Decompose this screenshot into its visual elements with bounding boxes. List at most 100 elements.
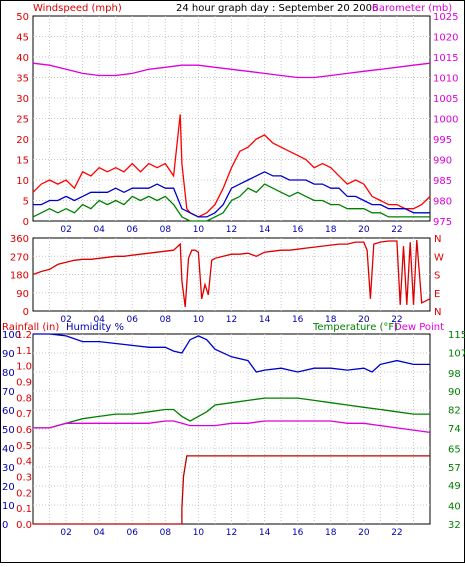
panel2-series	[32, 239, 431, 307]
x-tick-label: 22	[391, 315, 402, 325]
temp-tick-label: 107	[448, 348, 465, 359]
x-tick-label: 10	[193, 528, 205, 538]
humidity-axis-label: Humidity %	[66, 322, 124, 333]
temp-tick-label: 65	[448, 444, 461, 455]
y-tick-label: 40	[16, 53, 29, 64]
x-tick-label: 12	[226, 315, 237, 325]
y-tick-label: 45	[16, 33, 29, 44]
panel1-ticks: 02 04 06 08 10 12 14 16 18 20 22051015202530354045…	[16, 12, 458, 235]
temperature-series-line	[33, 397, 430, 429]
compass-label: W	[434, 252, 444, 263]
y2-tick-label: 995	[433, 135, 452, 146]
temperature-axis-label: Temperature (°F)	[312, 322, 398, 333]
y-tick-label: 35	[16, 74, 29, 85]
x-tick-label: 04	[93, 315, 105, 325]
barometer-axis-label: Barometer (mb)	[372, 3, 452, 14]
humidity-tick-label: 80	[2, 368, 15, 379]
panel3-series	[33, 333, 431, 525]
temp-tick-label: 49	[448, 481, 461, 492]
rain-tick-label: 0.2	[16, 488, 32, 499]
humidity-tick-label: 100	[2, 330, 21, 341]
compass-label: S	[434, 271, 440, 282]
y-tick-label: 360	[10, 234, 29, 245]
y-tick-label: 50	[16, 12, 29, 23]
x-tick-label: 14	[259, 315, 271, 325]
x-tick-label: 06	[127, 225, 139, 235]
y-tick-label: 270	[10, 252, 29, 263]
panel3-ticks: 02 04 06 08 10 12 14 16 18 20 22 0 10 20 30 40 50 60 70 80 9…	[2, 330, 465, 538]
y-tick-label: 180	[10, 271, 29, 282]
x-tick-label: 14	[259, 528, 271, 538]
y-tick-label: 20	[16, 135, 29, 146]
y-tick-label: 10	[16, 176, 29, 187]
rain-tick-label: 0.7	[16, 409, 32, 420]
gust-series-line	[32, 114, 431, 218]
x-tick-label: 04	[93, 528, 105, 538]
x-tick-label: 10	[193, 315, 205, 325]
x-tick-label: 18	[325, 225, 337, 235]
humidity-tick-label: 40	[2, 444, 15, 455]
y-tick-label: 30	[16, 94, 29, 105]
y2-tick-label: 980	[433, 197, 452, 208]
x-tick-label: 12	[226, 225, 237, 235]
humidity-tick-label: 60	[2, 406, 15, 417]
rainfall-series-line	[33, 455, 430, 525]
x-tick-label: 22	[391, 528, 402, 538]
y2-tick-label: 1020	[433, 33, 458, 44]
temp-tick-label: 90	[448, 387, 461, 398]
y2-tick-label: 1000	[433, 115, 458, 126]
compass-label: N	[434, 307, 441, 318]
x-tick-label: 08	[160, 225, 172, 235]
wind-series-line	[33, 171, 430, 218]
humidity-tick-label: 90	[2, 349, 15, 360]
rainfall-axis-label: Rainfall (in)	[2, 322, 59, 333]
x-tick-label: 08	[160, 528, 172, 538]
x-tick-label: 12	[226, 528, 237, 538]
x-tick-label: 16	[292, 225, 304, 235]
y-tick-label: 0	[23, 307, 29, 318]
rain-tick-label: 1.0	[16, 362, 32, 373]
humidity-tick-label: 0	[2, 520, 8, 531]
x-tick-label: 18	[325, 315, 337, 325]
temp-tick-label: 57	[448, 463, 461, 474]
rain-tick-label: 0.8	[16, 393, 32, 404]
dewpoint-axis-label: Dew Point	[394, 322, 444, 333]
y2-tick-label: 1025	[433, 12, 458, 23]
temp-tick-label: 98	[448, 369, 461, 380]
humidity-tick-label: 70	[2, 387, 15, 398]
x-tick-label: 22	[391, 225, 402, 235]
x-tick-label: 16	[292, 315, 304, 325]
x-tick-label: 02	[60, 528, 71, 538]
compass-label: N	[434, 234, 441, 245]
humidity-tick-label: 50	[2, 425, 15, 436]
rain-tick-label: 0.1	[16, 504, 32, 515]
y-tick-label: 5	[23, 197, 29, 208]
x-tick-label: 02	[60, 225, 71, 235]
y-tick-label: 90	[16, 289, 29, 300]
x-tick-label: 16	[292, 528, 304, 538]
windspeed-axis-label: Windspeed (mph)	[33, 3, 122, 14]
humidity-tick-label: 10	[2, 501, 15, 512]
y2-tick-label: 985	[433, 176, 452, 187]
y2-tick-label: 1010	[433, 74, 458, 85]
x-tick-label: 08	[160, 315, 172, 325]
y2-tick-label: 1015	[433, 53, 458, 64]
y-tick-label: 25	[16, 115, 29, 126]
x-tick-label: 06	[127, 528, 139, 538]
temp-tick-label: 32	[448, 520, 461, 531]
humidity-tick-label: 30	[2, 463, 15, 474]
rain-tick-label: 1.1	[16, 346, 32, 357]
rain-tick-label: 0.6	[16, 425, 32, 436]
dewpoint-series-line	[33, 420, 431, 434]
y-tick-label: 0	[23, 217, 29, 228]
x-tick-label: 18	[325, 528, 337, 538]
chart-title: 24 hour graph day : September 20 2006	[176, 3, 378, 14]
temp-tick-label: 82	[448, 406, 461, 417]
direction-series-line	[32, 239, 431, 307]
x-tick-label: 14	[259, 225, 271, 235]
x-tick-label: 02	[60, 315, 71, 325]
rain-tick-label: 0.5	[16, 441, 32, 452]
